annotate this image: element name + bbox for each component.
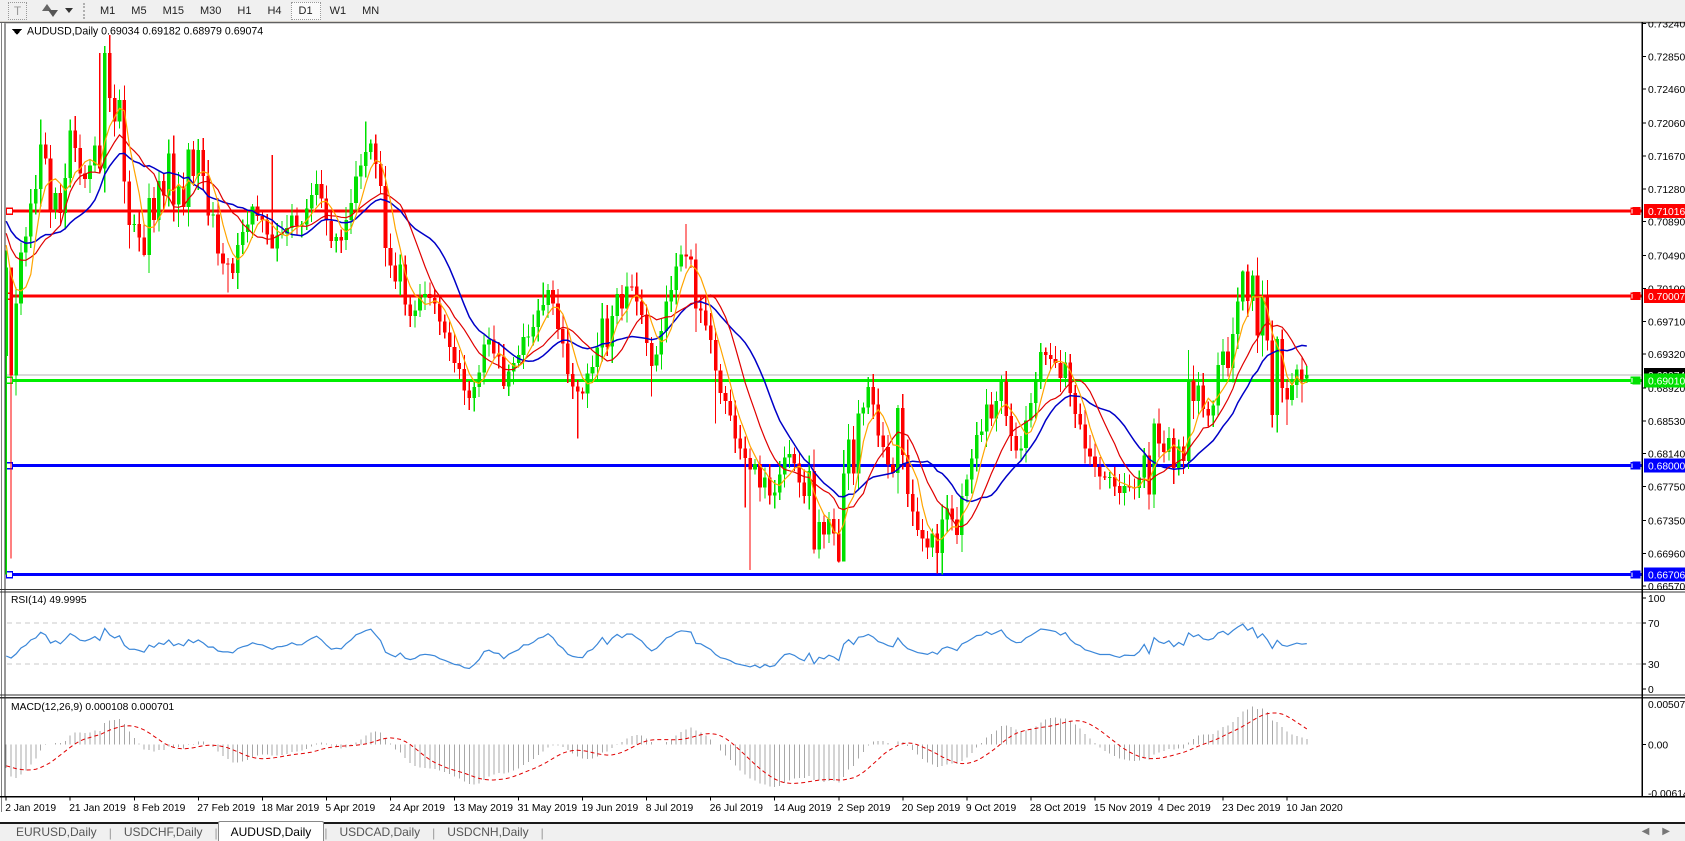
svg-text:0.66570: 0.66570 xyxy=(1648,582,1685,593)
svg-text:14 Aug 2019: 14 Aug 2019 xyxy=(774,803,832,814)
svg-text:0.67350: 0.67350 xyxy=(1648,516,1685,527)
svg-text:0.71670: 0.71670 xyxy=(1648,152,1685,163)
svg-text:26 Jul 2019: 26 Jul 2019 xyxy=(710,803,764,814)
svg-text:2 Jan 2019: 2 Jan 2019 xyxy=(5,803,56,814)
svg-text:0.70890: 0.70890 xyxy=(1648,218,1685,229)
svg-text:MACD(12,26,9) 0.000108 0.00070: MACD(12,26,9) 0.000108 0.000701 xyxy=(11,702,174,713)
svg-text:0.68140: 0.68140 xyxy=(1648,450,1685,461)
svg-text:0.68530: 0.68530 xyxy=(1648,417,1685,428)
svg-text:15 Nov 2019: 15 Nov 2019 xyxy=(1094,803,1153,814)
svg-text:0.70007: 0.70007 xyxy=(1648,292,1685,303)
svg-text:2 Sep 2019: 2 Sep 2019 xyxy=(838,803,891,814)
svg-text:0.73240: 0.73240 xyxy=(1648,19,1685,30)
svg-text:0.71280: 0.71280 xyxy=(1648,185,1685,196)
svg-text:20 Sep 2019: 20 Sep 2019 xyxy=(902,803,961,814)
svg-text:0.68000: 0.68000 xyxy=(1648,462,1685,473)
svg-text:23 Dec 2019: 23 Dec 2019 xyxy=(1222,803,1281,814)
svg-text:0: 0 xyxy=(1648,685,1654,696)
svg-text:21 Jan 2019: 21 Jan 2019 xyxy=(69,803,126,814)
svg-text:0.005076: 0.005076 xyxy=(1648,700,1685,711)
svg-text:5 Apr 2019: 5 Apr 2019 xyxy=(325,803,375,814)
svg-text:RSI(14) 49.9995: RSI(14) 49.9995 xyxy=(11,595,87,606)
svg-text:31 May 2019: 31 May 2019 xyxy=(518,803,578,814)
svg-text:0.69710: 0.69710 xyxy=(1648,317,1685,328)
svg-text:100: 100 xyxy=(1648,594,1665,605)
svg-text:24 Apr 2019: 24 Apr 2019 xyxy=(390,803,446,814)
svg-text:0.68920: 0.68920 xyxy=(1648,384,1685,395)
svg-text:27 Feb 2019: 27 Feb 2019 xyxy=(197,803,255,814)
svg-text:19 Jun 2019: 19 Jun 2019 xyxy=(582,803,639,814)
svg-text:0.72060: 0.72060 xyxy=(1648,119,1685,130)
svg-text:0.66706: 0.66706 xyxy=(1648,571,1685,582)
svg-text:0.72850: 0.72850 xyxy=(1648,52,1685,63)
svg-text:0.00: 0.00 xyxy=(1648,741,1668,752)
svg-text:8 Jul 2019: 8 Jul 2019 xyxy=(646,803,694,814)
svg-text:-0.006148: -0.006148 xyxy=(1648,789,1685,800)
svg-text:70: 70 xyxy=(1648,619,1660,630)
svg-text:0.71016: 0.71016 xyxy=(1648,207,1685,218)
svg-text:28 Oct 2019: 28 Oct 2019 xyxy=(1030,803,1086,814)
svg-text:0.69010: 0.69010 xyxy=(1648,376,1685,387)
svg-text:13 May 2019: 13 May 2019 xyxy=(454,803,514,814)
svg-text:AUDUSD,Daily 0.69034 0.69182: AUDUSD,Daily 0.69034 0.69182 0.68979 0.6… xyxy=(27,26,263,38)
svg-text:9 Oct 2019: 9 Oct 2019 xyxy=(966,803,1017,814)
svg-text:0.67750: 0.67750 xyxy=(1648,483,1685,494)
svg-text:30: 30 xyxy=(1648,660,1660,671)
svg-text:18 Mar 2019: 18 Mar 2019 xyxy=(261,803,319,814)
svg-text:8 Feb 2019: 8 Feb 2019 xyxy=(133,803,185,814)
svg-text:0.69320: 0.69320 xyxy=(1648,350,1685,361)
svg-text:10 Jan 2020: 10 Jan 2020 xyxy=(1286,803,1343,814)
svg-text:0.70490: 0.70490 xyxy=(1648,251,1685,262)
svg-text:0.72460: 0.72460 xyxy=(1648,85,1685,96)
svg-text:4 Dec 2019: 4 Dec 2019 xyxy=(1158,803,1211,814)
svg-text:0.66960: 0.66960 xyxy=(1648,549,1685,560)
